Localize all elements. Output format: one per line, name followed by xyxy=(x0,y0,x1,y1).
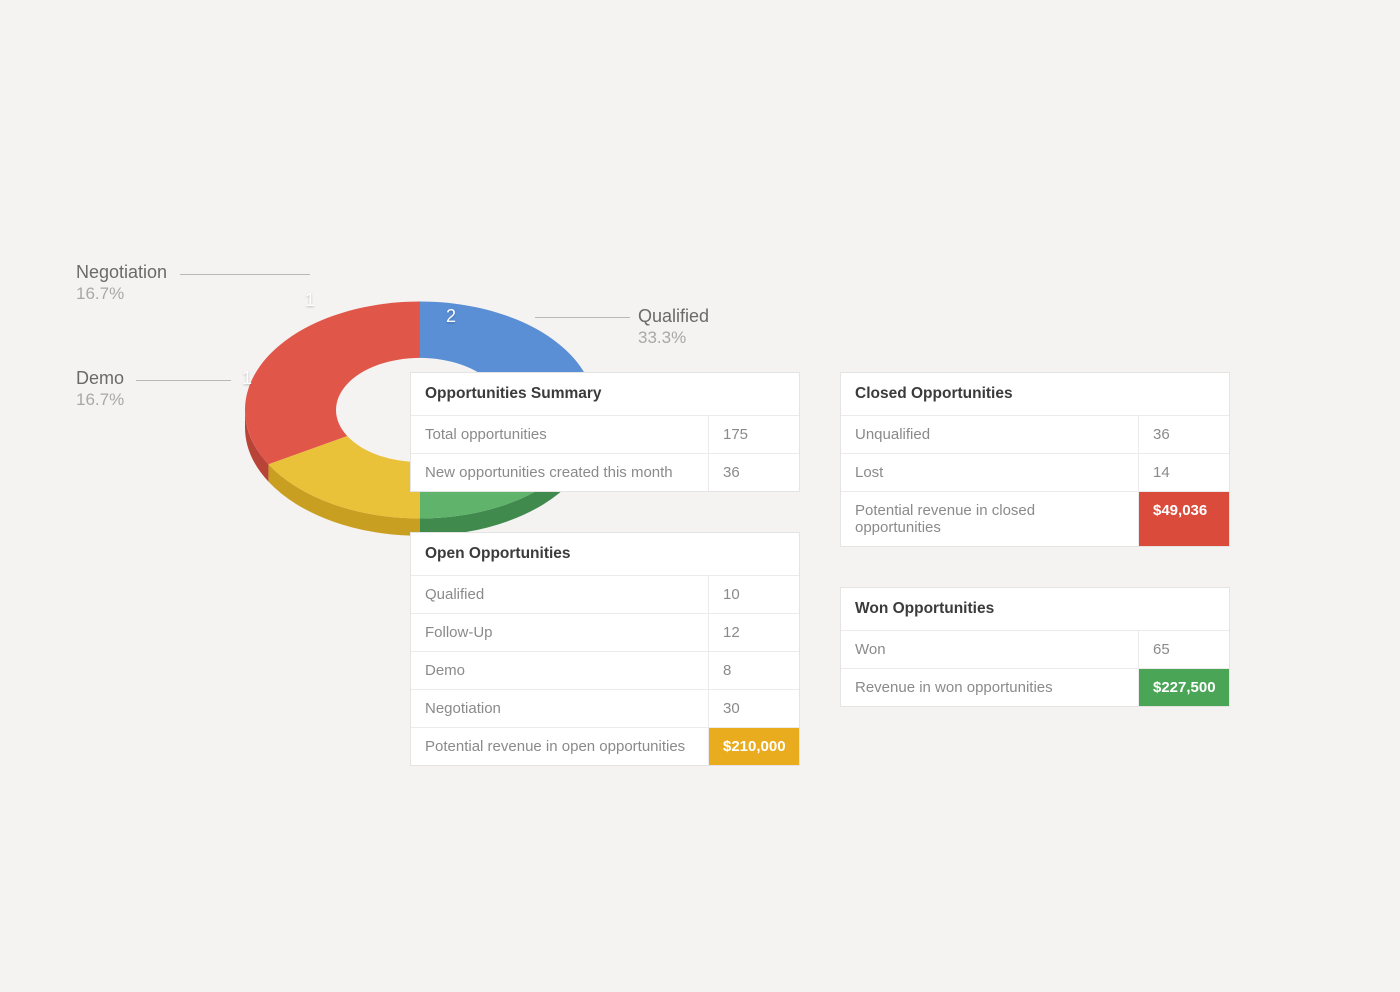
row-value: 10 xyxy=(709,576,799,613)
row-key: Potential revenue in closed opportunitie… xyxy=(841,492,1139,546)
card-closed: Closed Opportunities Unqualified36Lost14… xyxy=(840,372,1230,547)
card-open: Open Opportunities Qualified10Follow-Up1… xyxy=(410,532,800,766)
table-row: Lost14 xyxy=(841,454,1229,492)
row-key: Negotiation xyxy=(411,690,709,727)
table-row: Demo8 xyxy=(411,652,799,690)
row-key: New opportunities created this month xyxy=(411,454,709,491)
card-title: Opportunities Summary xyxy=(411,373,799,416)
row-value: 30 xyxy=(709,690,799,727)
chart-label-name: Qualified xyxy=(638,306,709,328)
tables-region: Opportunities Summary Total opportunitie… xyxy=(410,372,1230,806)
row-value: $227,500 xyxy=(1139,669,1229,706)
row-value: 12 xyxy=(709,614,799,651)
card-title: Won Opportunities xyxy=(841,588,1229,631)
slice-value-qualified: 2 xyxy=(446,306,456,327)
row-value: 175 xyxy=(709,416,799,453)
table-row: Follow-Up12 xyxy=(411,614,799,652)
chart-label-percent: 33.3% xyxy=(638,328,709,348)
table-row: New opportunities created this month36 xyxy=(411,454,799,491)
table-row: Total opportunities175 xyxy=(411,416,799,454)
tables-col-right: Closed Opportunities Unqualified36Lost14… xyxy=(840,372,1230,806)
chart-label-name: Demo xyxy=(76,368,124,390)
row-key: Unqualified xyxy=(841,416,1139,453)
row-value: 8 xyxy=(709,652,799,689)
chart-label-demo: Demo 16.7% xyxy=(76,368,124,410)
table-row: Negotiation30 xyxy=(411,690,799,728)
tables-col-left: Opportunities Summary Total opportunitie… xyxy=(410,372,800,806)
row-key: Qualified xyxy=(411,576,709,613)
table-row: Unqualified36 xyxy=(841,416,1229,454)
chart-label-percent: 16.7% xyxy=(76,284,167,304)
row-value: $210,000 xyxy=(709,728,799,765)
row-key: Won xyxy=(841,631,1139,668)
card-title: Closed Opportunities xyxy=(841,373,1229,416)
row-value: 36 xyxy=(709,454,799,491)
row-value: 65 xyxy=(1139,631,1229,668)
row-key: Potential revenue in open opportunities xyxy=(411,728,709,765)
slice-value-negotiation: 1 xyxy=(305,290,315,311)
row-key: Demo xyxy=(411,652,709,689)
row-value: 14 xyxy=(1139,454,1229,491)
table-row: Potential revenue in closed opportunitie… xyxy=(841,492,1229,546)
card-title: Open Opportunities xyxy=(411,533,799,576)
chart-label-name: Negotiation xyxy=(76,262,167,284)
row-key: Revenue in won opportunities xyxy=(841,669,1139,706)
table-row: Qualified10 xyxy=(411,576,799,614)
table-row: Potential revenue in open opportunities$… xyxy=(411,728,799,765)
row-key: Follow-Up xyxy=(411,614,709,651)
row-key: Total opportunities xyxy=(411,416,709,453)
chart-label-negotiation: Negotiation 16.7% xyxy=(76,262,167,304)
chart-label-qualified: Qualified 33.3% xyxy=(638,306,709,348)
card-summary: Opportunities Summary Total opportunitie… xyxy=(410,372,800,492)
table-row: Revenue in won opportunities$227,500 xyxy=(841,669,1229,706)
card-won: Won Opportunities Won65Revenue in won op… xyxy=(840,587,1230,707)
row-value: $49,036 xyxy=(1139,492,1229,546)
slice-value-demo: 1 xyxy=(242,368,252,389)
row-value: 36 xyxy=(1139,416,1229,453)
chart-label-percent: 16.7% xyxy=(76,390,124,410)
table-row: Won65 xyxy=(841,631,1229,669)
donut-slice xyxy=(245,302,420,465)
row-key: Lost xyxy=(841,454,1139,491)
